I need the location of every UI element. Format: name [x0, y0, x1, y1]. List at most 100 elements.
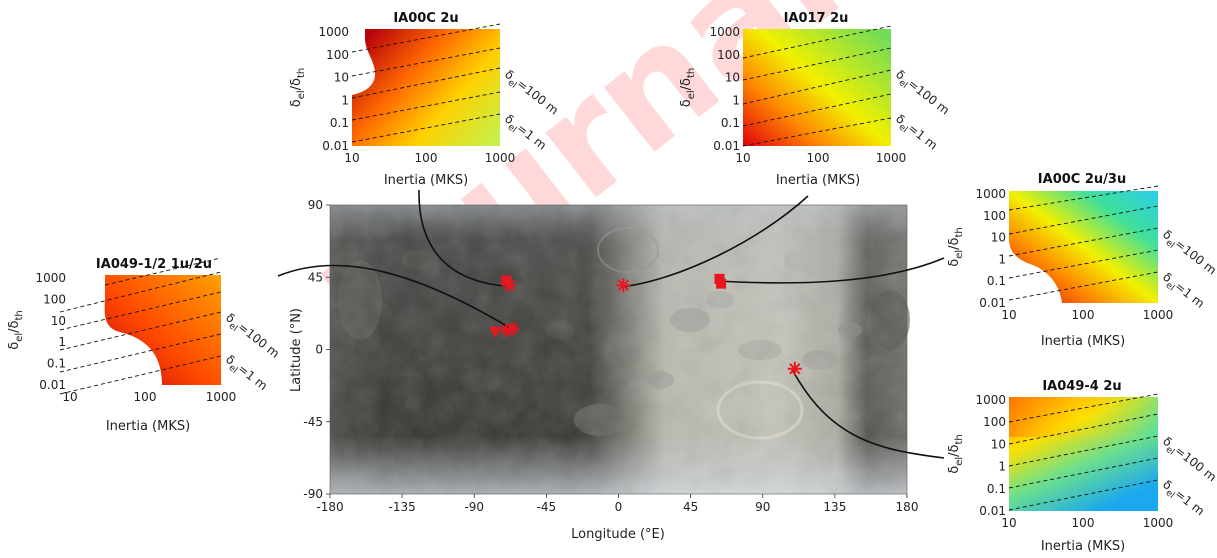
map-xlabel: Longitude (°E) — [571, 527, 665, 542]
inset-ylabel: δel/δth — [947, 227, 965, 267]
map-ytick-label: -90 — [303, 487, 323, 501]
map-ytick-label: -45 — [303, 415, 323, 429]
inset-ytick-label: 0.1 — [721, 116, 740, 130]
inset-ytick-label: 100 — [326, 48, 349, 62]
map-xtick-label: -90 — [464, 500, 484, 514]
ylabel-sub-th: th — [954, 227, 965, 237]
heatmap-field-overlay — [1009, 397, 1158, 437]
map-axes: -180 -135 -90 -45 0 45 90 135 180 -90 -45 0 45 90 — [303, 198, 918, 514]
inset-ylabel: δel/δth — [7, 310, 25, 350]
contour-lines — [1008, 185, 1159, 301]
contour-label-value: =1 m — [1172, 279, 1207, 310]
inset-xtick-label: 10 — [344, 151, 359, 165]
inset-xtick-label: 1000 — [206, 390, 237, 404]
inset-ytick-label: 1000 — [709, 25, 740, 39]
inset-xlabel: Inertia (MKS) — [384, 173, 468, 188]
map-ylabel: Latitude (°N) — [289, 308, 304, 392]
connector-ia00c-23u — [717, 257, 945, 284]
inset-xtick-label: 100 — [1072, 516, 1095, 530]
map-xtick-label: 180 — [896, 500, 919, 514]
inset-ylabel: δel/δth — [289, 68, 307, 108]
contour-label: δel=1 m — [891, 112, 940, 156]
ylabel-sub-th: th — [686, 68, 697, 78]
map-xtick-label: -135 — [389, 500, 416, 514]
map-marker-triangle — [489, 326, 502, 338]
inset-ytick-label: 100 — [983, 209, 1006, 223]
ylabel-delta: δ — [947, 259, 962, 267]
ylabel-delta: δ — [289, 99, 304, 107]
inset-xtick-label: 10 — [735, 151, 750, 165]
contour-lines — [59, 257, 222, 395]
map-xtick-label: -180 — [316, 500, 343, 514]
inset-xtick-label: 1000 — [1143, 308, 1174, 322]
inset-xlabel: Inertia (MKS) — [776, 173, 860, 188]
map-markers — [489, 273, 802, 376]
inset-ytick-label: 0.01 — [39, 378, 66, 392]
inset-ytick-label: 0.01 — [979, 296, 1006, 310]
inset-ytick-label: 0.01 — [322, 139, 349, 153]
contour-lines — [1008, 393, 1159, 511]
inset-xtick-label: 1000 — [876, 151, 907, 165]
inset-xtick-label: 10 — [1001, 516, 1016, 530]
inset-xtick-label: 100 — [1072, 308, 1095, 322]
map-xtick-label: 45 — [683, 500, 698, 514]
inset-ytick-label: 1 — [732, 93, 740, 107]
inset-title: IA017 2u — [784, 11, 849, 26]
heatmap-field — [1009, 191, 1158, 303]
inset-ytick-label: 0.1 — [987, 274, 1006, 288]
inset-ytick-label: 0.1 — [987, 482, 1006, 496]
inset-ytick-label: 10 — [991, 437, 1006, 451]
ylabel-sub-el: el — [686, 90, 697, 99]
inset-ytick-label: 100 — [717, 48, 740, 62]
ylabel-delta: δ — [947, 466, 962, 474]
heatmap-field — [352, 29, 500, 146]
inset-ytick-label: 0.01 — [979, 504, 1006, 518]
inset-xlabel: Inertia (MKS) — [106, 419, 190, 434]
ylabel-delta2: /δ — [7, 320, 22, 332]
inset-ytick-label: 1 — [998, 252, 1006, 266]
contour-label-value: =100 m — [1172, 237, 1217, 278]
inset-xtick-label: 1000 — [1143, 516, 1174, 530]
inset-xtick-label: 1000 — [485, 151, 516, 165]
inset-xlabel: Inertia (MKS) — [1041, 539, 1125, 554]
inset-ytick-label: 10 — [991, 231, 1006, 245]
ylabel-sub-el: el — [954, 457, 965, 466]
ylabel-delta2: /δ — [947, 444, 962, 456]
inset-title: IA049-1/2 1u/2u — [96, 257, 212, 272]
ylabel-delta2: /δ — [289, 78, 304, 90]
main-map-plot — [329, 204, 910, 495]
inset-xtick-label: 10 — [1001, 308, 1016, 322]
ylabel-sub-el: el — [954, 250, 965, 259]
map-marker-asterisk — [616, 278, 631, 293]
inset-xtick-label: 10 — [62, 390, 77, 404]
inset-ytick-label: 1000 — [35, 271, 66, 285]
inset-ytick-label: 1000 — [975, 393, 1006, 407]
inset-title: IA00C 2u/3u — [1038, 172, 1126, 187]
inset-ylabel: δel/δth — [947, 434, 965, 474]
inset-title: IA00C 2u — [393, 11, 458, 26]
inset-ytick-label: 10 — [51, 314, 66, 328]
connector-lines — [277, 189, 945, 459]
inset-ytick-label: 10 — [725, 71, 740, 85]
map-ytick-label: 45 — [308, 270, 323, 284]
ylabel-delta: δ — [679, 99, 694, 107]
inset-ylabel: δel/δth — [679, 68, 697, 108]
connector-ia049-12 — [277, 264, 511, 329]
map-noise — [330, 205, 907, 494]
heatmap-field — [743, 29, 891, 146]
map-ytick-label: 90 — [308, 198, 323, 212]
inset-xtick-label: 100 — [134, 390, 157, 404]
connector-ia049-4 — [791, 368, 945, 459]
inset-ytick-label: 0.01 — [713, 139, 740, 153]
contour-label-value: =100 m — [905, 77, 952, 118]
map-marker-asterisk — [787, 361, 802, 376]
connector-ia00c-2u — [418, 189, 506, 287]
inset-xtick-label: 100 — [415, 151, 438, 165]
contour-label-value: =1 m — [905, 121, 940, 152]
ylabel-delta2: /δ — [947, 237, 962, 249]
ylabel-sub-el: el — [296, 90, 307, 99]
inset-ytick-label: 1 — [58, 335, 66, 349]
